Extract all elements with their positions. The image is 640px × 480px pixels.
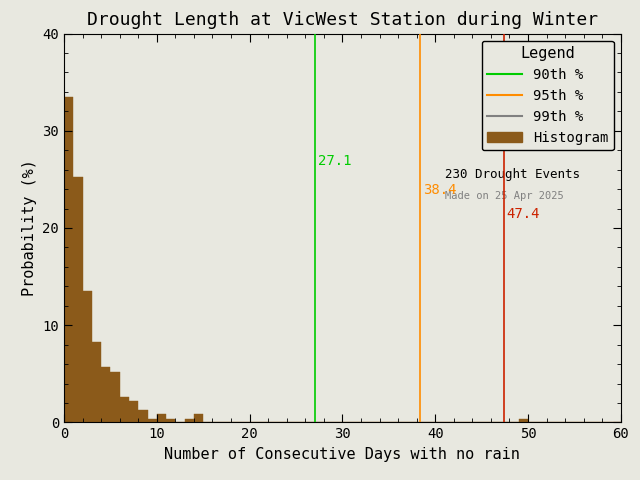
Text: 38.4: 38.4 <box>423 183 456 197</box>
Bar <box>83 291 92 422</box>
Text: Made on 25 Apr 2025: Made on 25 Apr 2025 <box>445 191 564 201</box>
Text: 230 Drought Events: 230 Drought Events <box>445 168 580 181</box>
Text: 47.4: 47.4 <box>507 207 540 221</box>
Bar <box>194 414 204 422</box>
Bar <box>64 97 73 422</box>
Bar <box>166 419 175 422</box>
Text: 27.1: 27.1 <box>318 154 352 168</box>
Bar <box>111 372 120 422</box>
Legend: 90th %, 95th %, 99th %, Histogram: 90th %, 95th %, 99th %, Histogram <box>481 40 614 150</box>
Bar <box>129 401 138 422</box>
Bar <box>92 342 101 422</box>
Y-axis label: Probability (%): Probability (%) <box>22 159 37 297</box>
Bar <box>120 397 129 422</box>
Title: Drought Length at VicWest Station during Winter: Drought Length at VicWest Station during… <box>87 11 598 29</box>
Bar <box>184 419 194 422</box>
Bar <box>138 410 148 422</box>
Bar <box>147 419 157 422</box>
Bar <box>519 419 528 422</box>
X-axis label: Number of Consecutive Days with no rain: Number of Consecutive Days with no rain <box>164 447 520 462</box>
Bar <box>101 367 111 422</box>
Bar <box>73 178 83 422</box>
Bar <box>157 414 166 422</box>
